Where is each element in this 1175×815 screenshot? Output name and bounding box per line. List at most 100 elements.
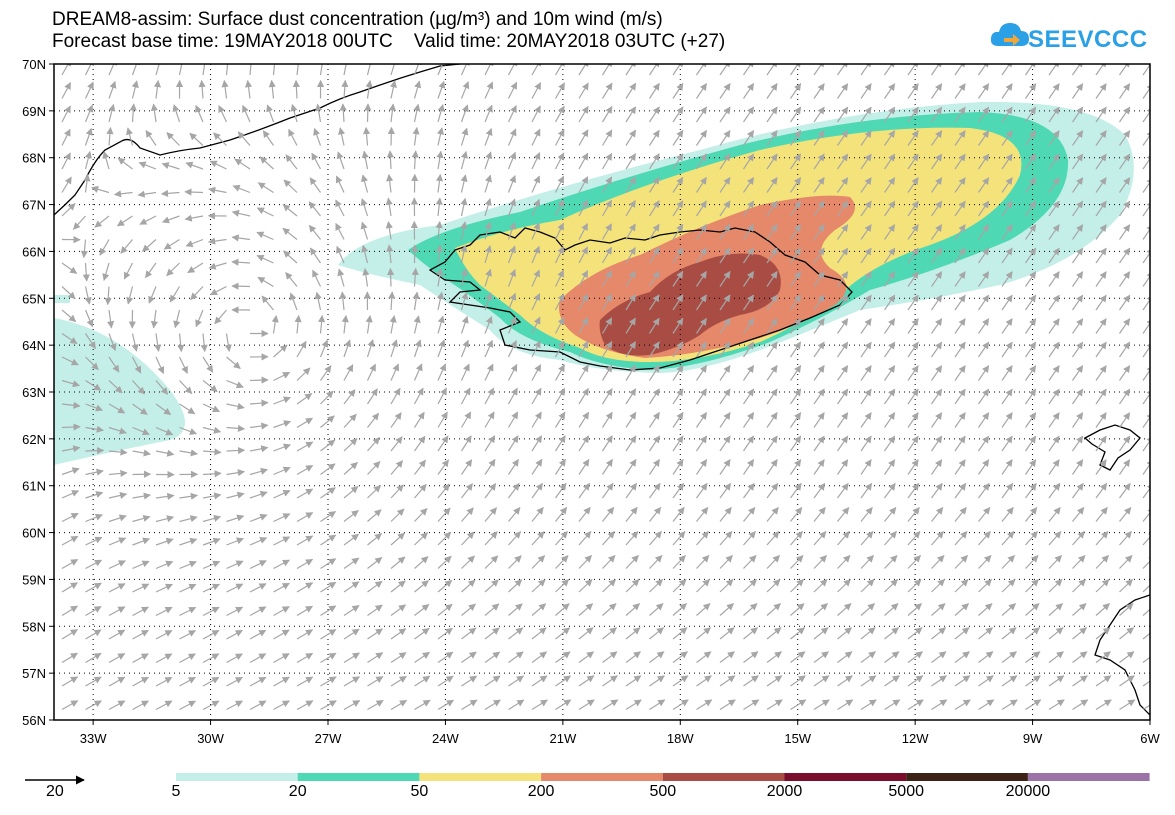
wind-arrow — [813, 271, 825, 287]
wind-arrow — [231, 258, 251, 266]
wind-arrow — [1142, 627, 1150, 640]
wind-arrow — [108, 403, 126, 414]
lat-label: 68N — [22, 151, 46, 166]
wind-arrow — [155, 537, 174, 546]
wind-arrow — [1142, 388, 1150, 405]
wind-arrow — [954, 64, 966, 76]
wind-arrow — [766, 83, 778, 99]
wind-arrow — [931, 603, 946, 616]
wind-arrow — [601, 152, 613, 170]
wind-arrow — [145, 262, 157, 279]
wind-arrow — [931, 177, 943, 193]
wind-arrow — [507, 269, 517, 287]
wind-arrow — [884, 579, 899, 593]
wind-arrow — [766, 554, 780, 569]
wind-arrow — [884, 247, 896, 264]
wind-arrow — [208, 186, 227, 194]
wind-arrow — [461, 459, 473, 475]
wind-arrow — [273, 420, 292, 429]
wind-arrow — [931, 365, 943, 381]
wind-arrow — [202, 606, 220, 617]
wind-arrow — [361, 244, 369, 264]
wind-arrow — [484, 128, 493, 146]
wind-arrow — [1072, 388, 1084, 405]
wind-arrow — [931, 341, 943, 358]
wind-arrow — [172, 104, 181, 123]
wind-arrow — [202, 470, 222, 478]
wind-arrow — [907, 506, 920, 522]
wind-arrow — [160, 189, 180, 197]
wind-arrow — [1048, 294, 1060, 311]
wind-arrow — [554, 246, 564, 264]
wind-arrow — [283, 250, 298, 264]
wind-arrow — [719, 699, 736, 711]
wind-arrow — [84, 286, 92, 305]
lon-label: 21W — [549, 731, 576, 746]
wind-arrow — [1095, 435, 1107, 452]
wind-arrow — [837, 699, 854, 711]
wind-arrow — [837, 318, 849, 334]
wind-arrow — [166, 262, 180, 277]
wind-arrow — [578, 270, 589, 287]
wind-arrow — [813, 130, 825, 146]
wind-arrow — [907, 530, 921, 546]
wind-arrow — [226, 537, 244, 546]
wind-arrow — [837, 482, 849, 499]
wind-arrow — [766, 579, 781, 593]
wind-arrow — [743, 365, 755, 381]
wind-arrow — [83, 173, 91, 193]
legend-swatch — [419, 773, 542, 781]
wind-arrow — [648, 223, 660, 240]
legend-swatch — [906, 773, 1028, 781]
wind-arrow — [1048, 412, 1060, 428]
wind-arrow — [790, 224, 802, 240]
wind-arrow — [335, 222, 345, 240]
wind-arrow — [649, 482, 661, 499]
wind-arrow — [649, 699, 666, 711]
wind-arrow — [766, 200, 778, 217]
wind-arrow — [249, 629, 267, 640]
wind-arrow — [507, 128, 517, 146]
wind-arrow — [1001, 224, 1013, 240]
wind-arrow — [123, 262, 134, 280]
coastline-greenland — [54, 64, 461, 216]
wind-arrow — [1119, 554, 1133, 569]
wind-arrow — [129, 103, 137, 123]
wind-arrow — [413, 315, 421, 334]
wind-arrow — [696, 554, 710, 569]
wind-arrow — [390, 484, 404, 499]
wind-arrow — [292, 79, 300, 99]
wind-arrow — [507, 316, 517, 334]
wind-arrow — [672, 176, 684, 193]
wind-arrow — [625, 651, 641, 663]
wind-arrow — [179, 515, 198, 523]
wind-arrow — [508, 482, 520, 499]
wind-arrow — [695, 294, 707, 311]
wind-arrow — [884, 64, 896, 76]
wind-arrow — [1001, 341, 1013, 358]
wind-arrow — [108, 380, 123, 394]
wind-arrow — [766, 603, 782, 616]
wind-arrow — [320, 463, 336, 475]
wind-arrow — [460, 387, 471, 405]
wind-arrow — [337, 268, 345, 287]
wind-arrow — [1001, 675, 1018, 687]
wind-arrow — [273, 466, 291, 476]
wind-arrow — [249, 467, 268, 476]
wind-arrow — [954, 130, 966, 146]
wind-arrow — [1142, 704, 1150, 711]
wind-arrow — [931, 579, 946, 593]
wind-arrow — [860, 64, 872, 76]
wind-arrow — [365, 79, 373, 99]
wind-arrow — [978, 482, 990, 499]
wind-arrow — [813, 153, 825, 170]
wind-arrow — [837, 506, 850, 522]
wind-arrow — [954, 435, 966, 452]
wind-arrow — [361, 174, 369, 193]
wind-arrow — [85, 700, 102, 711]
wind-arrow — [554, 293, 565, 311]
wind-arrow — [719, 341, 731, 358]
wind-arrow — [884, 318, 896, 334]
wind-arrow — [813, 603, 829, 616]
wind-arrow — [1095, 459, 1107, 475]
